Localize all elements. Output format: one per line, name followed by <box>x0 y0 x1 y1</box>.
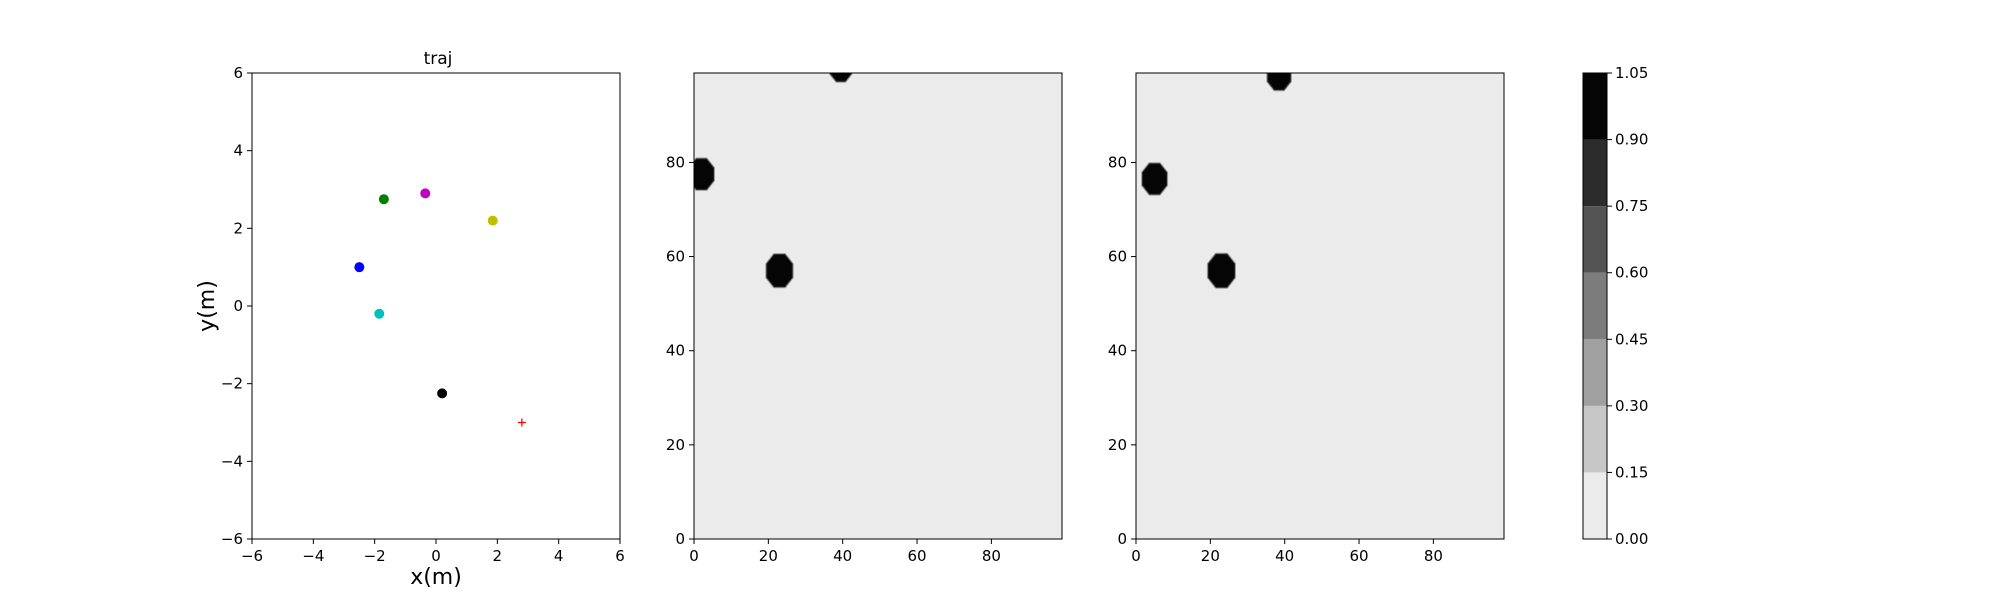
y-ticks: −6 −4 −2 0 2 4 6 <box>221 64 252 548</box>
y-tick-label: −4 <box>221 452 243 470</box>
colorbar-tick-label: 0.60 <box>1615 264 1648 282</box>
obstacle <box>1267 73 1291 91</box>
agent-point <box>420 188 431 199</box>
colorbar-band <box>1583 272 1607 340</box>
x-tick-label: 0 <box>431 547 441 565</box>
y-tick-label: 60 <box>666 248 685 266</box>
agent-point <box>374 308 385 319</box>
map-obstacles <box>1141 73 1292 289</box>
obstacle <box>1207 253 1235 288</box>
trajectory-plot: traj −6 −4 −2 0 2 4 6 −6 −4 −2 0 2 4 6 x(m) y(m) <box>195 49 625 590</box>
x-tick-label: 80 <box>982 547 1001 565</box>
y-tick-label: 40 <box>1108 342 1127 360</box>
goal-marker <box>517 418 526 427</box>
x-tick-label: 2 <box>493 547 503 565</box>
obstacle <box>1142 163 1168 195</box>
colorbar-tick-label: 0.00 <box>1615 530 1648 548</box>
obstacle <box>766 254 793 288</box>
map-obstacles <box>694 73 853 289</box>
colorbar-bands <box>1583 73 1607 539</box>
y-tick-label: 0 <box>233 297 243 315</box>
plot-frame <box>251 72 621 540</box>
y-ticks: 0 20 40 60 80 <box>666 153 694 548</box>
colorbar-tick-label: 1.05 <box>1615 64 1648 82</box>
x-tick-label: 6 <box>615 547 625 565</box>
colorbar-tick-label: 0.15 <box>1615 463 1648 481</box>
y-tick-label: −6 <box>221 530 243 548</box>
x-tick-label: 0 <box>689 547 699 565</box>
agent-point <box>437 388 448 399</box>
x-tick-label: 20 <box>759 547 778 565</box>
colorbar-band <box>1583 339 1607 406</box>
y-tick-label: 0 <box>675 530 685 548</box>
colorbar: 0.00 0.15 0.30 0.45 0.60 0.75 0.90 1.05 <box>1582 64 1648 548</box>
x-tick-label: 80 <box>1424 547 1443 565</box>
y-tick-label: −2 <box>221 375 243 393</box>
y-tick-label: 4 <box>233 142 243 160</box>
x-tick-label: 40 <box>1275 547 1294 565</box>
x-tick-label: 60 <box>907 547 926 565</box>
y-tick-label: 20 <box>1108 436 1127 454</box>
colorbar-tick-label: 0.75 <box>1615 197 1648 215</box>
x-tick-label: 20 <box>1201 547 1220 565</box>
y-tick-label: 6 <box>233 64 243 82</box>
colorbar-tick-label: 0.45 <box>1615 330 1648 348</box>
x-ticks: 0 20 40 60 80 <box>689 539 1001 565</box>
occupancy-map-1: 0 20 40 60 80 0 20 40 60 80 <box>666 72 1063 565</box>
plot-title: traj <box>424 49 453 69</box>
y-tick-label: 2 <box>233 219 243 237</box>
x-tick-label: 60 <box>1349 547 1368 565</box>
map-background <box>694 73 1062 539</box>
obstacle <box>830 73 852 82</box>
map-frame <box>1135 72 1505 540</box>
x-tick-label: −6 <box>241 547 263 565</box>
y-tick-label: 40 <box>666 342 685 360</box>
x-tick-label: 4 <box>554 547 564 565</box>
x-ticks: −6 −4 −2 0 2 4 6 <box>241 539 625 565</box>
x-tick-label: −4 <box>302 547 324 565</box>
map-background <box>1136 73 1504 539</box>
y-ticks: 0 20 40 60 80 <box>1108 153 1136 548</box>
colorbar-ticks: 0.00 0.15 0.30 0.45 0.60 0.75 0.90 1.05 <box>1607 64 1648 548</box>
occupancy-map-2: 0 20 40 60 80 0 20 40 60 80 <box>1108 72 1505 565</box>
colorbar-tick-label: 0.90 <box>1615 131 1648 149</box>
y-tick-label: 80 <box>666 153 685 171</box>
colorbar-frame <box>1582 72 1608 540</box>
x-tick-label: 0 <box>1131 547 1141 565</box>
colorbar-band <box>1583 73 1607 140</box>
colorbar-band <box>1583 405 1607 473</box>
map-frame <box>693 72 1063 540</box>
y-tick-label: 20 <box>666 436 685 454</box>
agent-point <box>487 215 498 226</box>
y-tick-label: 0 <box>1117 530 1127 548</box>
x-ticks: 0 20 40 60 80 <box>1131 539 1443 565</box>
agent-point <box>378 194 389 205</box>
x-tick-label: −2 <box>364 547 386 565</box>
y-tick-label: 60 <box>1108 248 1127 266</box>
obstacle <box>694 158 714 190</box>
colorbar-band <box>1583 139 1607 207</box>
x-axis-label: x(m) <box>410 565 462 590</box>
trajectory-points <box>354 188 526 427</box>
y-tick-label: 80 <box>1108 153 1127 171</box>
colorbar-band <box>1583 206 1607 273</box>
agent-point <box>354 262 365 273</box>
colorbar-band <box>1583 472 1607 539</box>
colorbar-tick-label: 0.30 <box>1615 397 1648 415</box>
x-tick-label: 40 <box>833 547 852 565</box>
y-axis-label: y(m) <box>195 280 220 332</box>
